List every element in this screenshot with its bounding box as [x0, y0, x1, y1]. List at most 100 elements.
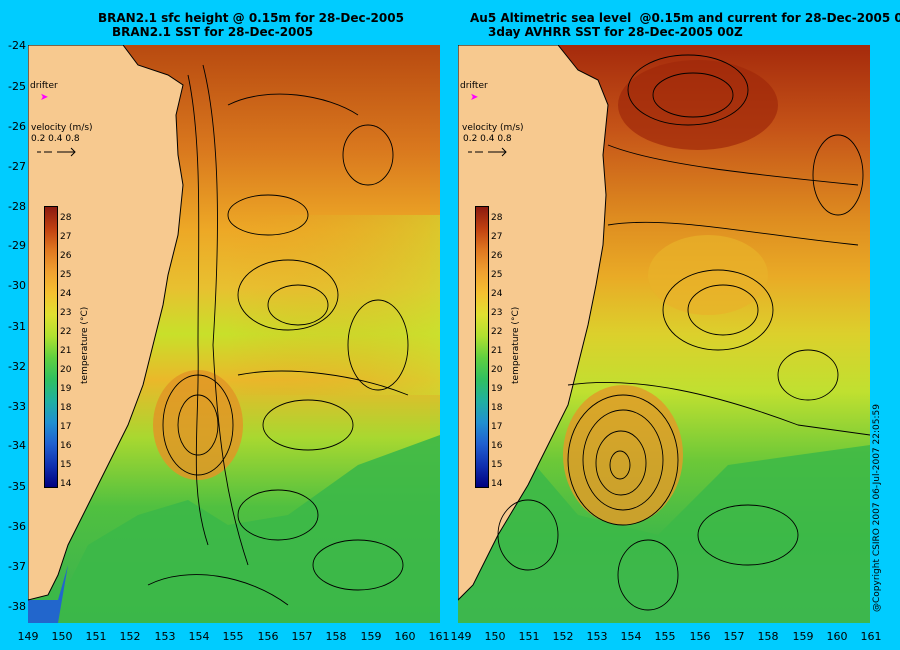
cbar-tick: 15 [60, 460, 72, 470]
right-sea-level-contours [497, 54, 870, 611]
right-warm-patch [648, 235, 768, 315]
left-cool-water [28, 435, 440, 623]
right-velocity-arrows [468, 147, 507, 157]
cbar-tick: 26 [60, 251, 72, 261]
cbar-tick: 17 [60, 422, 72, 432]
right-temperature-colorbar [475, 206, 489, 488]
right-hot-patch [618, 60, 778, 150]
right-cool-water [458, 445, 870, 623]
cbar-tick: 26 [491, 251, 503, 261]
right-temperature-label: temperature (°C) [511, 306, 521, 384]
right-velocity-scale: 0.2 0.4 0.8 [463, 134, 512, 144]
cbar-tick: 28 [491, 213, 503, 223]
cbar-tick: 22 [491, 327, 503, 337]
lat-label: -26 [8, 120, 26, 133]
right-drifter-icon: ➤ [470, 92, 479, 103]
cbar-tick: 28 [60, 213, 72, 223]
cbar-tick: 18 [60, 403, 72, 413]
left-sea-level-contours [147, 64, 409, 606]
lon-label: 160 [826, 630, 848, 643]
lon-label: 159 [360, 630, 382, 643]
cbar-tick: 15 [491, 460, 503, 470]
lon-label: 151 [518, 630, 540, 643]
lon-label: 154 [620, 630, 642, 643]
left-land-australia [28, 45, 184, 601]
lon-label: 161 [860, 630, 882, 643]
lon-label: 152 [119, 630, 141, 643]
cbar-tick: 18 [491, 403, 503, 413]
lat-label: -37 [8, 560, 26, 573]
lat-label: -34 [8, 439, 26, 452]
cbar-tick: 23 [491, 308, 503, 318]
lon-label: 154 [188, 630, 210, 643]
cbar-tick: 16 [60, 441, 72, 451]
cbar-tick: 23 [60, 308, 72, 318]
right-title-line2: 3day AVHRR SST for 28-Dec-2005 00Z [488, 25, 743, 39]
cbar-tick: 14 [491, 479, 503, 489]
lon-label: 155 [222, 630, 244, 643]
right-map-panel [458, 45, 870, 623]
lon-label: 158 [325, 630, 347, 643]
left-warm-eddy [153, 370, 243, 480]
lat-label: -28 [8, 200, 26, 213]
right-velocity-label: velocity (m/s) [462, 123, 524, 133]
right-drifter-label: drifter [460, 81, 488, 91]
lon-label: 157 [291, 630, 313, 643]
cbar-tick: 22 [60, 327, 72, 337]
left-velocity-label: velocity (m/s) [31, 123, 93, 133]
lon-label: 149 [450, 630, 472, 643]
lat-label: -27 [8, 160, 26, 173]
lat-label: -33 [8, 400, 26, 413]
right-title-line1: Au5 Altimetric sea level @0.15m and curr… [470, 11, 900, 25]
lat-label: -31 [8, 320, 26, 333]
cbar-tick: 19 [60, 384, 72, 394]
left-title-line2: BRAN2.1 SST for 28-Dec-2005 [112, 25, 314, 39]
right-warm-eddy [563, 385, 683, 525]
lon-label: 156 [257, 630, 279, 643]
lon-label: 156 [689, 630, 711, 643]
lat-label: -25 [8, 80, 26, 93]
lat-label: -29 [8, 239, 26, 252]
lon-label: 158 [757, 630, 779, 643]
left-drifter-icon: ➤ [40, 92, 49, 103]
left-velocity-scale: 0.2 0.4 0.8 [31, 134, 80, 144]
copyright-notice: @Copyright CSIRO 2007 06-Jul-2007 22:05:… [872, 404, 882, 612]
lat-label: -38 [8, 600, 26, 613]
left-temperature-label: temperature (°C) [80, 306, 90, 384]
lon-label: 161 [428, 630, 450, 643]
lat-label: -30 [8, 279, 26, 292]
cbar-tick: 27 [491, 232, 503, 242]
lat-label: -35 [8, 480, 26, 493]
cbar-tick: 20 [491, 365, 503, 375]
lat-label: -32 [8, 360, 26, 373]
lon-label: 153 [586, 630, 608, 643]
lon-label: 157 [723, 630, 745, 643]
cbar-tick: 16 [491, 441, 503, 451]
left-warm-shelf [228, 215, 440, 395]
lat-label: -24 [8, 39, 26, 52]
right-sst-map [458, 45, 870, 623]
lon-label: 150 [484, 630, 506, 643]
lon-label: 153 [154, 630, 176, 643]
lon-label: 151 [85, 630, 107, 643]
cbar-tick: 14 [60, 479, 72, 489]
cbar-tick: 25 [60, 270, 72, 280]
lon-label: 155 [654, 630, 676, 643]
lat-label: -36 [8, 520, 26, 533]
left-map-panel [28, 45, 440, 623]
left-sst-map [28, 45, 440, 623]
cbar-tick: 17 [491, 422, 503, 432]
left-velocity-arrows [37, 147, 76, 157]
left-drifter-label: drifter [30, 81, 58, 91]
cbar-tick: 24 [60, 289, 72, 299]
cbar-tick: 21 [491, 346, 503, 356]
left-title-line1: BRAN2.1 sfc height @ 0.15m for 28-Dec-20… [98, 11, 404, 25]
cbar-tick: 24 [491, 289, 503, 299]
cbar-tick: 19 [491, 384, 503, 394]
lon-label: 152 [552, 630, 574, 643]
left-temperature-colorbar [44, 206, 58, 488]
cbar-tick: 27 [60, 232, 72, 242]
cbar-tick: 20 [60, 365, 72, 375]
left-cold-coastal [28, 565, 68, 623]
lon-label: 159 [792, 630, 814, 643]
